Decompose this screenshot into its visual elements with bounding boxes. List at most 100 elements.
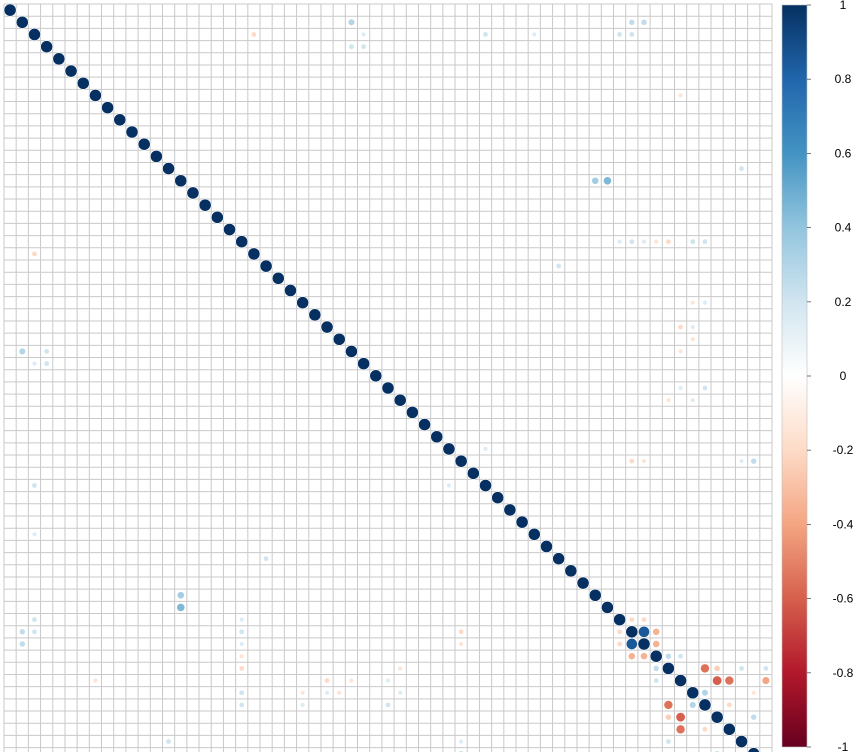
diagonal-cell-circle bbox=[564, 564, 578, 578]
diagonal-cell-circle bbox=[747, 747, 760, 752]
diagonal-cell-circle bbox=[649, 649, 663, 663]
correlation-cell-circle bbox=[702, 300, 708, 306]
diagonal-cell-circle bbox=[149, 149, 163, 163]
diagonal-cell-circle bbox=[296, 296, 310, 310]
correlation-cell-circle bbox=[628, 31, 635, 38]
correlation-cell-circle bbox=[724, 675, 735, 686]
colorbar-tick-label: 0.8 bbox=[835, 72, 852, 86]
diagonal-cell-circle bbox=[162, 162, 175, 175]
diagonal-cell-circle bbox=[540, 540, 553, 553]
matrix-cells bbox=[3, 3, 771, 752]
correlation-cell-circle bbox=[397, 690, 403, 696]
diagonal-cell-circle bbox=[418, 418, 431, 431]
diagonal-cell-circle bbox=[369, 369, 383, 383]
colorbar-tick-label: 0.2 bbox=[835, 295, 852, 309]
diagonal-cell-circle bbox=[76, 76, 90, 90]
diagonal-cell-circle bbox=[625, 625, 639, 639]
correlation-cell-circle bbox=[652, 627, 661, 636]
correlation-cell-circle bbox=[665, 713, 672, 721]
correlation-cell-circle bbox=[360, 43, 367, 50]
diagonal-cell-circle bbox=[686, 686, 700, 700]
diagonal-cell-circle bbox=[503, 503, 517, 517]
correlation-cell-circle bbox=[238, 689, 245, 696]
diagonal-cell-circle bbox=[576, 576, 590, 590]
correlation-cell-circle bbox=[625, 638, 638, 650]
correlation-cell-circle bbox=[761, 676, 771, 685]
diagonal-cell-circle bbox=[479, 479, 492, 492]
correlation-cell-circle bbox=[738, 458, 745, 464]
correlation-cell-circle bbox=[677, 385, 684, 391]
correlation-cell-circle bbox=[762, 665, 769, 672]
correlation-cell-circle bbox=[348, 43, 355, 50]
correlation-cell-circle bbox=[640, 18, 648, 26]
correlation-cell-circle bbox=[689, 238, 696, 245]
diagonal-cell-circle bbox=[101, 101, 115, 115]
correlation-cell-circle bbox=[250, 31, 257, 38]
correlation-cell-circle bbox=[701, 384, 708, 392]
correlation-cell-circle bbox=[677, 653, 684, 660]
diagonal-cell-circle bbox=[198, 198, 212, 212]
correlation-cell-circle bbox=[665, 652, 672, 660]
correlation-cell-circle bbox=[165, 738, 172, 745]
correlation-cell-circle bbox=[690, 336, 696, 342]
correlation-cell-circle bbox=[701, 689, 709, 697]
correlation-cell-circle bbox=[628, 616, 635, 623]
correlation-cell-circle bbox=[652, 665, 660, 672]
matrix-grid bbox=[3, 3, 773, 752]
correlation-cell-circle bbox=[750, 457, 758, 465]
correlation-cell-circle bbox=[675, 712, 686, 723]
correlation-cell-circle bbox=[665, 238, 672, 245]
diagonal-cell-circle bbox=[552, 552, 566, 566]
correlation-cell-circle bbox=[701, 238, 708, 245]
correlation-cell-circle bbox=[663, 700, 674, 710]
colorbar-tick-label: 0.6 bbox=[835, 146, 852, 160]
correlation-cell-circle bbox=[653, 677, 660, 684]
diagonal-cell-circle bbox=[15, 15, 29, 29]
diagonal-cell-circle bbox=[381, 381, 395, 395]
correlation-cell-circle bbox=[458, 738, 464, 745]
correlation-cell-circle bbox=[713, 665, 721, 672]
correlation-cell-circle bbox=[700, 663, 710, 674]
correlation-cell-circle bbox=[690, 397, 696, 403]
correlation-cell-circle bbox=[238, 628, 245, 635]
correlation-cell-circle bbox=[689, 701, 697, 709]
correlation-cell-circle bbox=[555, 263, 562, 270]
diagonal-cell-circle bbox=[698, 698, 712, 712]
correlation-cell-circle bbox=[640, 652, 648, 661]
correlation-cell-circle bbox=[324, 690, 330, 696]
diagonal-cell-circle bbox=[601, 601, 614, 614]
colorbar-tick-label: -0.8 bbox=[833, 666, 854, 680]
correlation-cell-circle bbox=[176, 591, 185, 600]
correlation-cell-circle bbox=[712, 675, 723, 686]
diagonal-cell-circle bbox=[89, 89, 102, 102]
correlation-cell-circle bbox=[92, 677, 99, 684]
correlation-cell-circle bbox=[18, 640, 26, 648]
correlation-cell-circle bbox=[348, 677, 355, 684]
correlation-cell-circle bbox=[628, 238, 635, 245]
diagonal-cell-circle bbox=[332, 332, 346, 346]
diagonal-cell-circle bbox=[125, 125, 139, 139]
correlation-cell-circle bbox=[616, 640, 623, 648]
correlation-cell-circle bbox=[43, 360, 50, 367]
diagonal-cell-circle bbox=[637, 637, 651, 651]
correlation-cell-circle bbox=[18, 347, 26, 356]
diagonal-cell-circle bbox=[735, 735, 748, 748]
colorbar-ticks: 1 0.8 0.6 0.4 0.2 0 -0.2 -0.4 -0.6 -0.8 -1 bbox=[807, 0, 854, 752]
correlation-cell-circle bbox=[239, 653, 245, 659]
diagonal-cell-circle bbox=[430, 430, 444, 444]
diagonal-cell-circle bbox=[515, 515, 529, 529]
correlation-cell-circle bbox=[677, 348, 684, 355]
correlation-cell-circle bbox=[653, 239, 659, 245]
correlation-cell-circle bbox=[738, 165, 745, 172]
correlation-cell-circle bbox=[324, 677, 331, 684]
diagonal-cell-circle bbox=[588, 588, 602, 602]
correlation-cell-circle bbox=[239, 616, 245, 623]
colorbar-tick-label: 0.4 bbox=[835, 221, 852, 235]
correlation-cell-circle bbox=[18, 628, 26, 636]
correlation-cell-circle bbox=[31, 616, 38, 623]
correlation-cell-circle bbox=[641, 458, 647, 464]
correlation-cell-circle bbox=[531, 31, 537, 38]
correlation-cell-circle bbox=[726, 701, 733, 708]
correlation-cell-circle bbox=[628, 18, 636, 26]
correlation-cell-circle bbox=[31, 250, 38, 257]
